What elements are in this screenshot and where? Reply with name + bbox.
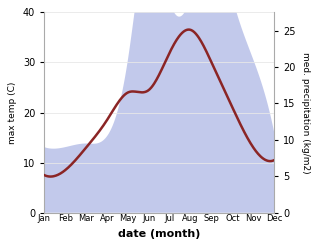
Y-axis label: med. precipitation (kg/m2): med. precipitation (kg/m2) — [301, 52, 310, 173]
X-axis label: date (month): date (month) — [118, 229, 200, 239]
Y-axis label: max temp (C): max temp (C) — [8, 81, 17, 144]
